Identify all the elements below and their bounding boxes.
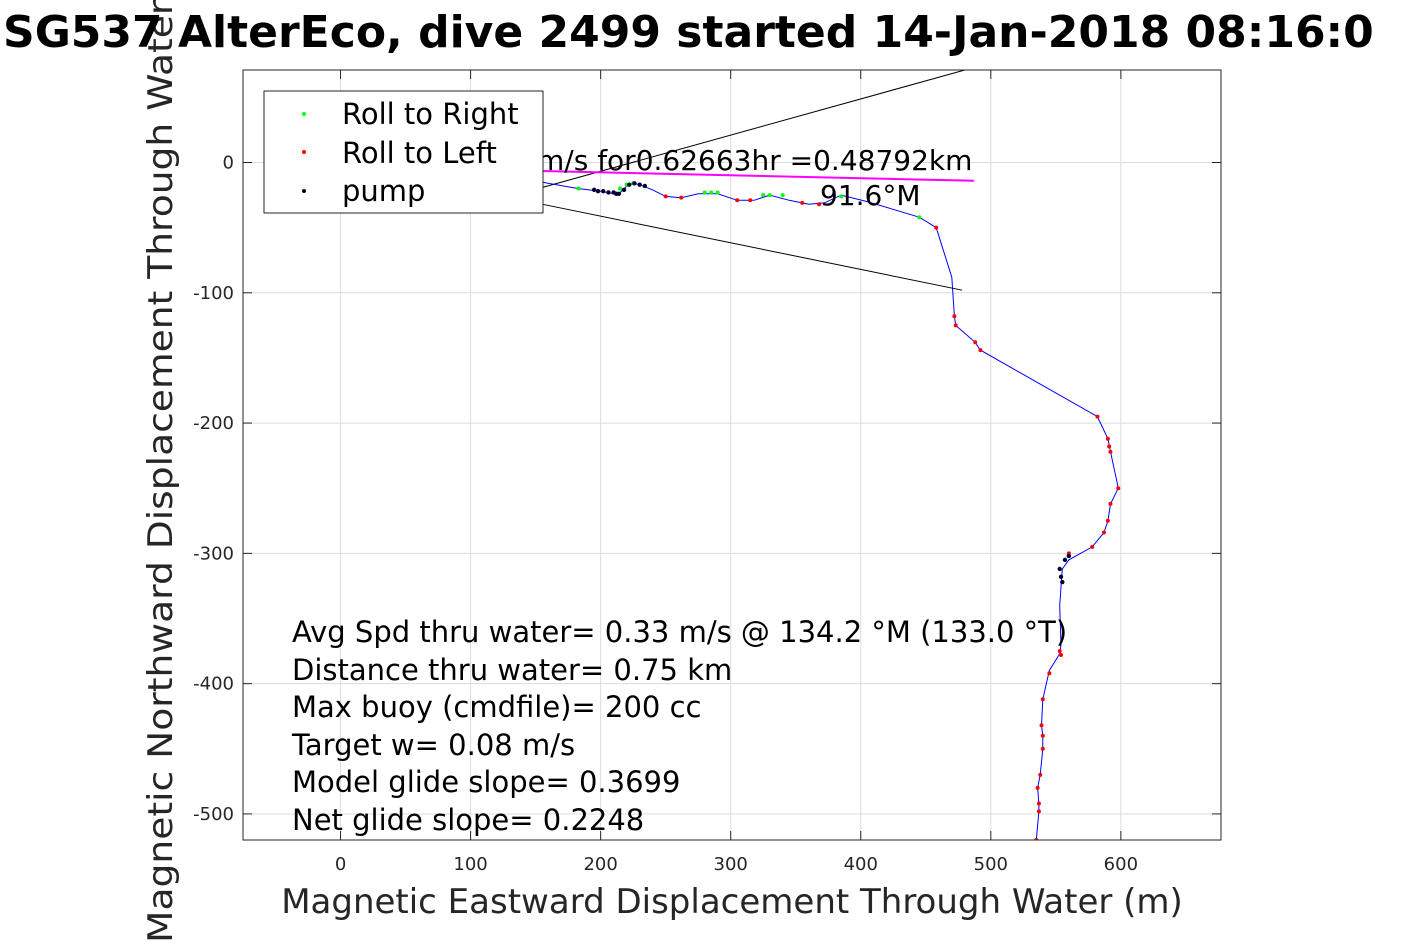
roll-left-marker bbox=[934, 225, 939, 230]
roll-left-marker bbox=[1040, 746, 1045, 751]
pump-marker bbox=[1062, 557, 1068, 563]
roll-left-marker bbox=[1036, 809, 1041, 814]
pump-marker bbox=[621, 187, 627, 193]
stats-line: Avg Spd thru water= 0.33 m/s @ 134.2 °M … bbox=[292, 615, 1067, 649]
roll-left-marker bbox=[1047, 671, 1052, 676]
roll-right-marker bbox=[917, 215, 922, 220]
roll-left-marker bbox=[952, 314, 957, 319]
roll-left-marker bbox=[1105, 436, 1110, 441]
legend: Roll to Right Roll to Left pump bbox=[263, 90, 544, 214]
roll-right-marker bbox=[767, 193, 772, 198]
legend-label-roll-left: Roll to Left bbox=[342, 136, 497, 170]
heading-annotation: 91.6°M bbox=[820, 179, 921, 212]
legend-marker-roll-left bbox=[302, 150, 306, 154]
roll-left-marker bbox=[817, 202, 822, 207]
pump-marker bbox=[1060, 579, 1065, 585]
legend-label-roll-right: Roll to Right bbox=[342, 97, 519, 131]
y-tick-label: -100 bbox=[193, 283, 234, 304]
roll-left-marker bbox=[1059, 652, 1064, 657]
roll-right-marker bbox=[709, 190, 714, 195]
y-axis-label: Magnetic Northward Displacement Through … bbox=[141, 0, 181, 943]
roll-left-marker bbox=[1090, 544, 1095, 549]
roll-right-marker bbox=[839, 194, 844, 199]
pump-marker bbox=[606, 190, 611, 195]
pump-marker bbox=[616, 191, 622, 196]
roll-left-marker bbox=[663, 194, 668, 199]
roll-left-marker bbox=[1036, 801, 1041, 806]
legend-box bbox=[263, 90, 544, 214]
roll-left-marker bbox=[1107, 444, 1112, 449]
plot-frame bbox=[242, 69, 1222, 841]
legend-label-pump: pump bbox=[342, 174, 425, 208]
roll-left-marker bbox=[973, 340, 978, 345]
roll-left-marker bbox=[735, 198, 740, 203]
legend-marker-pump bbox=[302, 189, 306, 193]
pump-marker bbox=[601, 188, 606, 194]
pump-marker bbox=[637, 182, 642, 187]
y-tick-label: 0 bbox=[223, 153, 234, 174]
roll-right-marker bbox=[780, 193, 785, 198]
pump-marker bbox=[1057, 566, 1062, 572]
x-tick-label: 100 bbox=[453, 854, 487, 875]
stats-line: Target w= 0.08 m/s bbox=[291, 728, 575, 762]
roll-left-marker bbox=[953, 323, 958, 328]
cone-line bbox=[542, 203, 963, 291]
y-tick-label: -300 bbox=[193, 543, 234, 564]
tick-labels: 0 100 200 300 400 500 600 0 -100 -200 -300 -400 -500 bbox=[193, 153, 1138, 875]
roll-left-marker bbox=[1116, 486, 1121, 491]
y-tick-label: -500 bbox=[193, 804, 234, 825]
roll-left-marker bbox=[679, 195, 684, 200]
pump-marker bbox=[591, 187, 597, 193]
chart-title: SG537 AlterEco, dive 2499 started 14-Jan… bbox=[3, 7, 1374, 58]
x-axis-label: Magnetic Eastward Displacement Through W… bbox=[281, 882, 1183, 922]
y-tick-label: -400 bbox=[193, 674, 234, 695]
roll-left-marker bbox=[1040, 697, 1045, 702]
roll-left-marker bbox=[1038, 772, 1043, 777]
pump-marker bbox=[632, 181, 637, 186]
roll-right-marker bbox=[702, 190, 707, 195]
x-tick-label: 400 bbox=[844, 854, 878, 875]
stats-line: Distance thru water= 0.75 km bbox=[292, 653, 732, 687]
roll-right-marker bbox=[715, 190, 720, 195]
y-tick-label: -200 bbox=[193, 413, 234, 434]
roll-left-marker bbox=[800, 200, 805, 205]
pump-marker bbox=[595, 188, 601, 194]
roll-right-marker bbox=[576, 186, 581, 191]
roll-left-marker bbox=[1057, 649, 1062, 654]
stats-line: Max buoy (cmdfile)= 200 cc bbox=[292, 690, 701, 724]
roll-right-marker bbox=[618, 186, 623, 191]
cone-lines bbox=[528, 70, 965, 291]
x-tick-label: 300 bbox=[714, 854, 748, 875]
pump-marker bbox=[627, 182, 632, 187]
roll-right-marker bbox=[761, 193, 766, 198]
pump-marker bbox=[642, 183, 648, 189]
cone-line bbox=[528, 70, 965, 192]
x-tick-label: 0 bbox=[335, 854, 346, 875]
x-tick-label: 200 bbox=[583, 854, 617, 875]
ticks bbox=[243, 70, 1221, 840]
x-tick-label: 500 bbox=[974, 854, 1008, 875]
stats-line: Net glide slope= 0.2248 bbox=[292, 803, 644, 837]
roll-left-marker bbox=[1039, 723, 1044, 728]
x-tick-label: 600 bbox=[1104, 854, 1138, 875]
pump-marker bbox=[1058, 574, 1064, 580]
roll-left-marker bbox=[748, 198, 753, 203]
stats-block: Avg Spd thru water= 0.33 m/s @ 134.2 °M … bbox=[291, 615, 1067, 837]
roll-left-marker bbox=[1035, 785, 1040, 790]
roll-left-marker bbox=[1108, 449, 1113, 454]
roll-left-marker bbox=[1105, 518, 1110, 523]
marker-series bbox=[576, 181, 1121, 840]
pump-marker bbox=[1066, 553, 1072, 559]
legend-marker-roll-right bbox=[302, 112, 306, 116]
roll-left-marker bbox=[978, 348, 983, 353]
roll-left-marker bbox=[1108, 501, 1113, 506]
stats-line: Model glide slope= 0.3699 bbox=[292, 765, 680, 799]
current-annotation: m/s for0.62663hr =0.48792km bbox=[537, 144, 972, 177]
roll-left-marker bbox=[1040, 733, 1045, 738]
roll-left-marker bbox=[1101, 530, 1106, 535]
roll-left-marker bbox=[1095, 414, 1100, 419]
